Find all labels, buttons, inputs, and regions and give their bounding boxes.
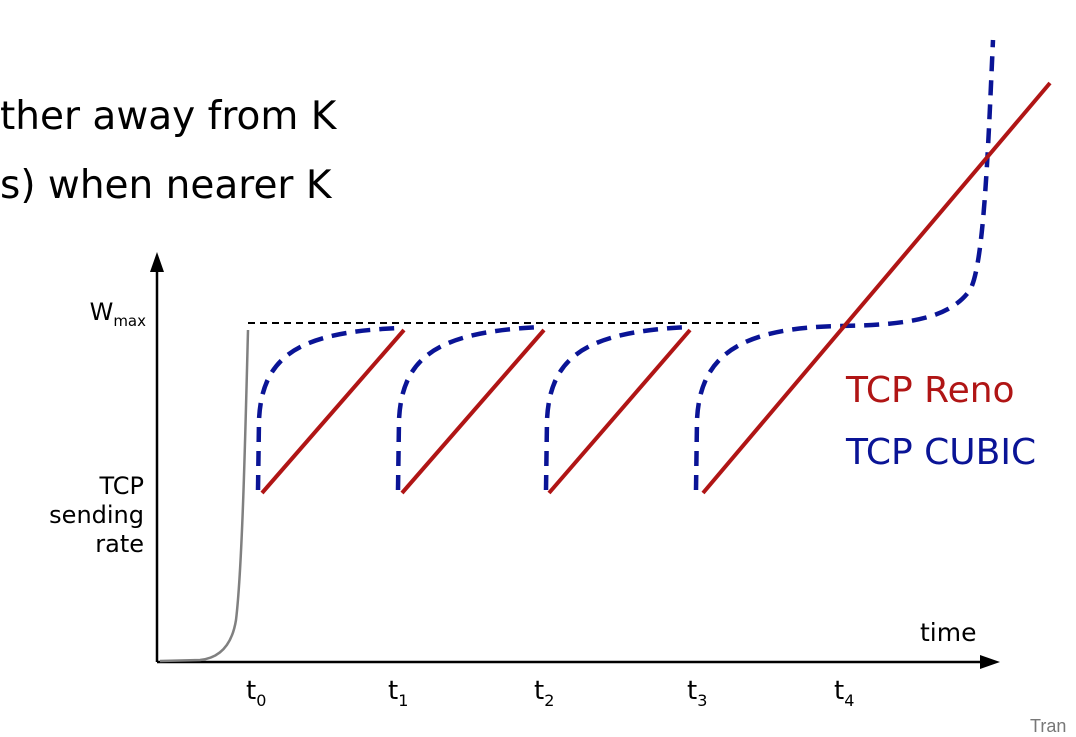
tick-t4: t4 <box>834 676 855 710</box>
y-axis-arrowhead <box>150 252 164 272</box>
x-axis-arrowhead <box>980 655 1000 669</box>
bullet-line-2: s) when nearer K <box>0 163 332 208</box>
y-axis-label: TCP sending rate <box>49 472 144 558</box>
cubic-curve-1 <box>255 325 401 491</box>
legend-tcp-cubic: TCP CUBIC <box>846 432 1037 473</box>
slow-start-curve <box>159 329 250 663</box>
cubic-curve-2 <box>395 324 541 491</box>
tick-t0: t0 <box>246 676 267 710</box>
bullet-line-1: ther away from K <box>0 94 337 139</box>
x-axis-label: time <box>920 618 977 647</box>
footer-text: Tran <box>1030 716 1067 736</box>
cubic-curve-4 <box>693 39 996 491</box>
reno-line-1 <box>260 328 406 495</box>
cubic-curve-3 <box>543 324 689 491</box>
tick-t2: t2 <box>534 676 555 710</box>
tick-t1: t1 <box>388 676 409 710</box>
reno-line-3 <box>547 328 692 495</box>
legend-tcp-reno: TCP Reno <box>846 370 1015 411</box>
reno-line-2 <box>400 328 546 495</box>
reno-line-4 <box>701 81 1052 495</box>
tick-t3: t3 <box>687 676 708 710</box>
wmax-label: Wmax <box>89 298 146 330</box>
